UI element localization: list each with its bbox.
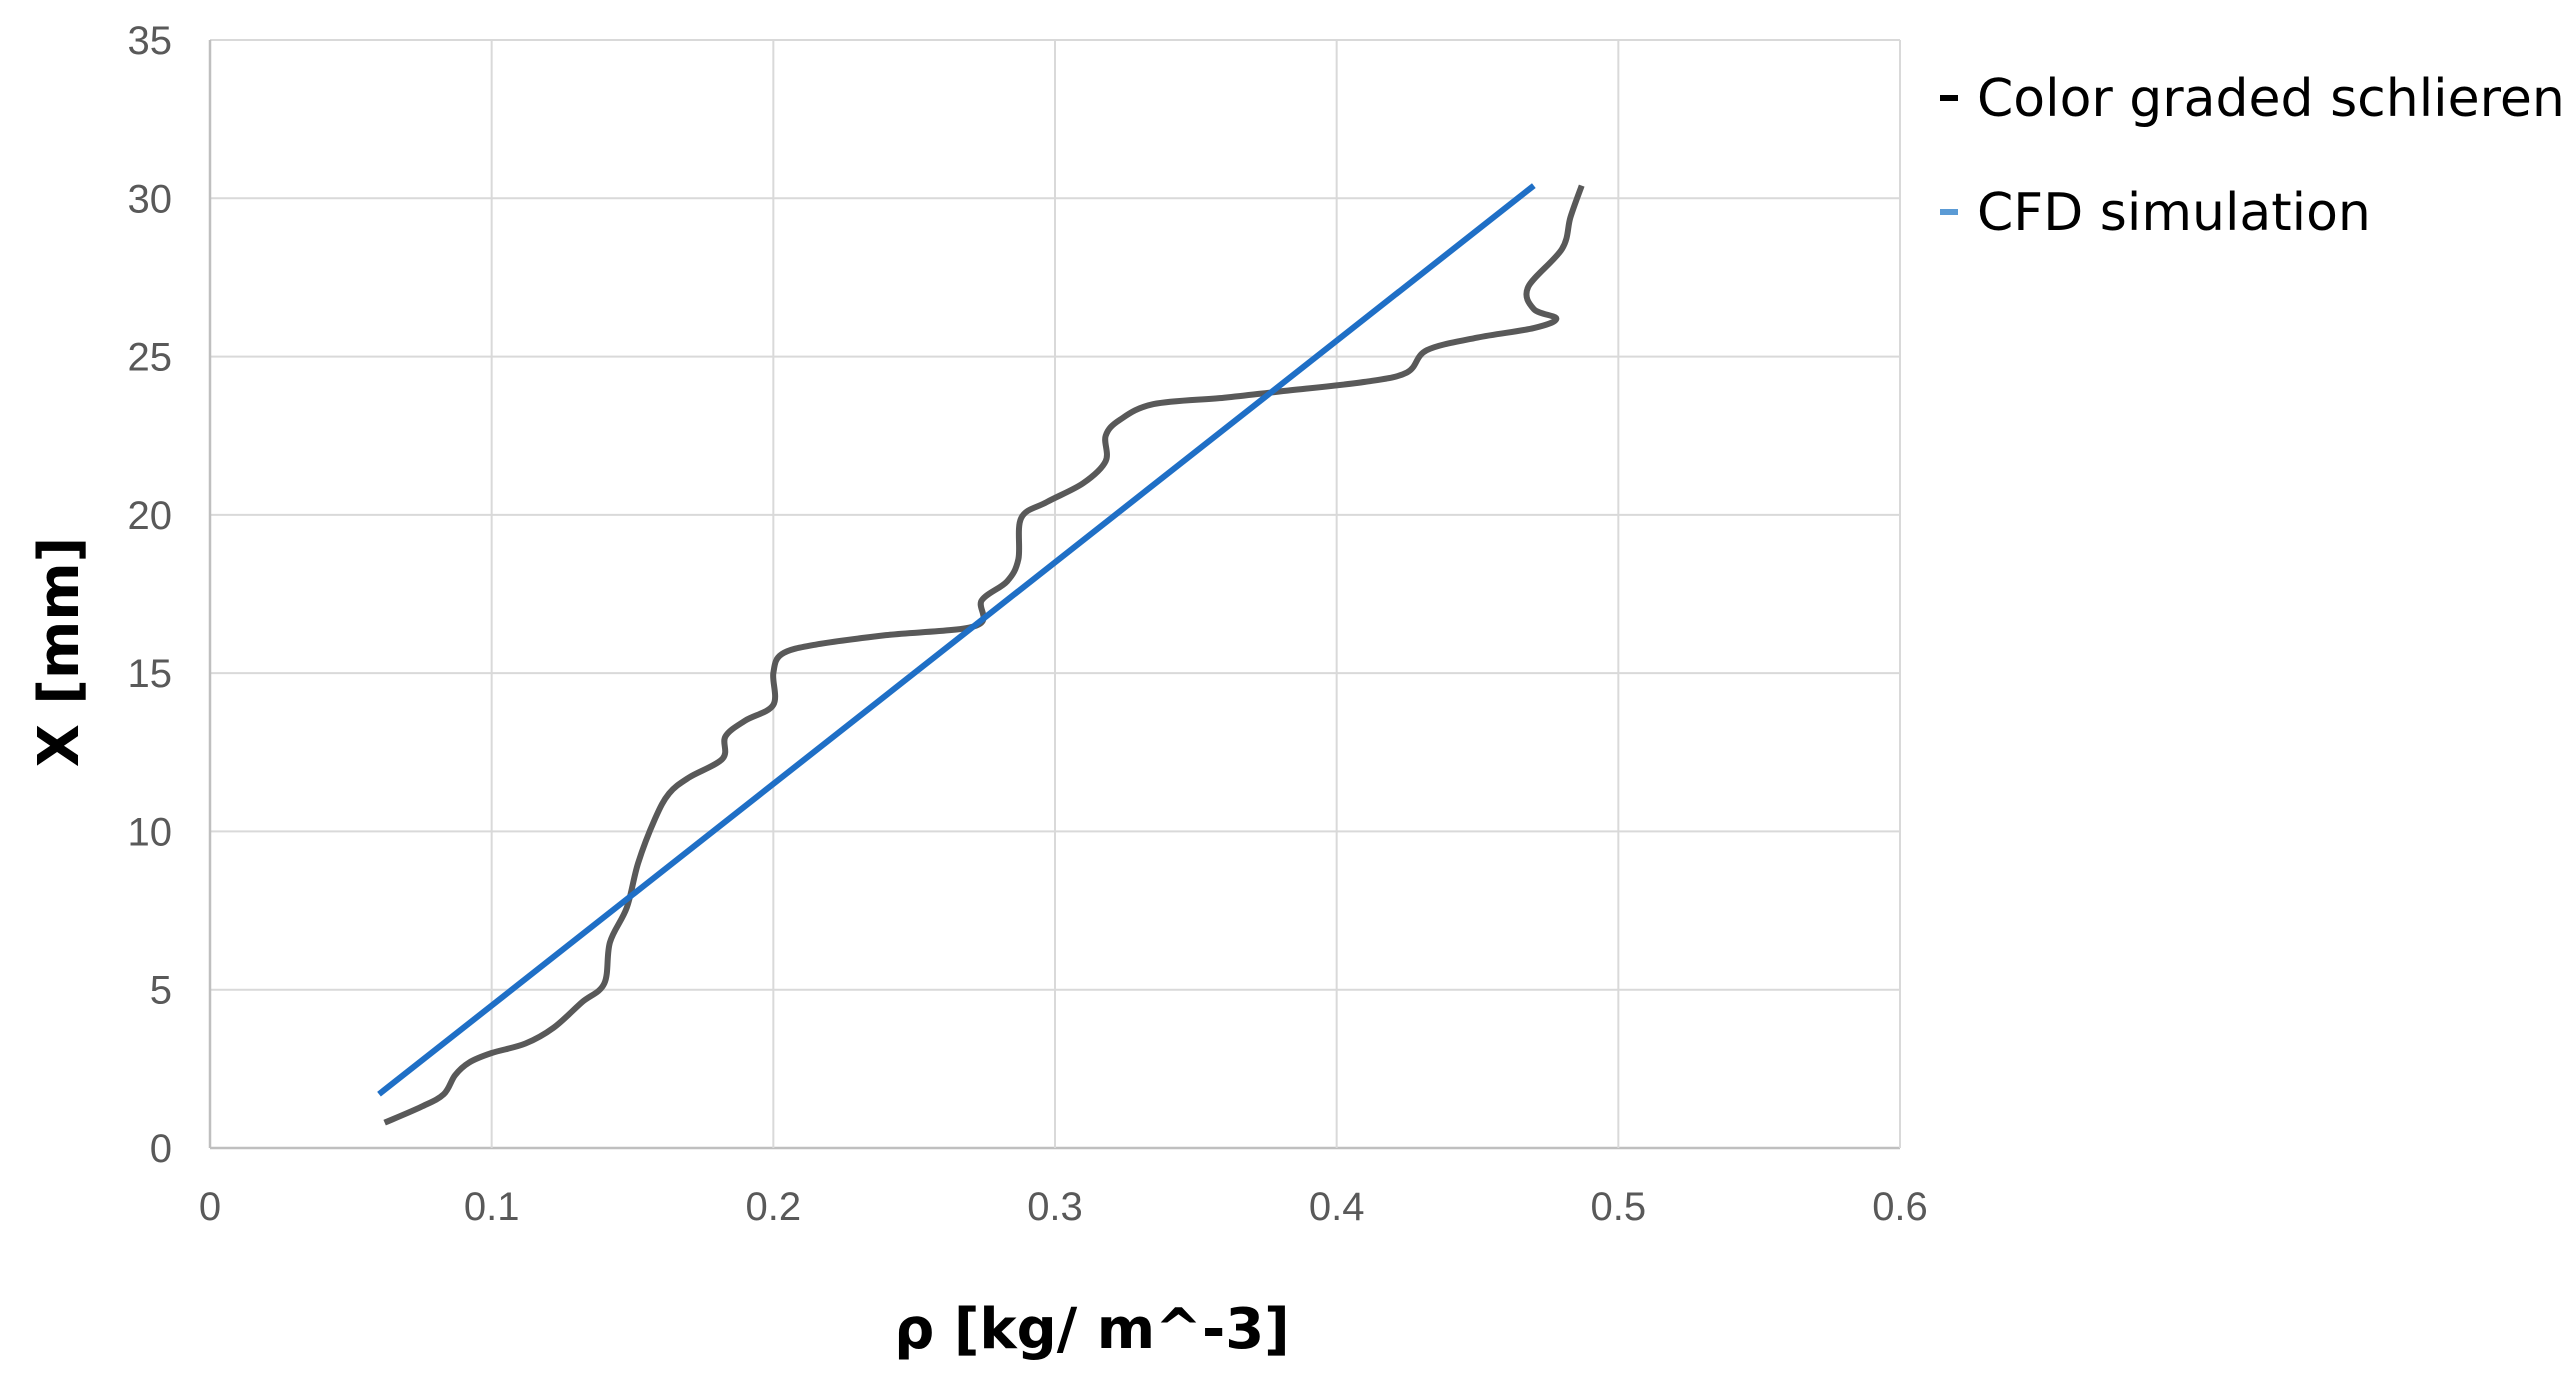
series-line-cfd <box>377 183 1536 1097</box>
x-axis-title: ρ [kg/ m^-3] <box>894 1297 1290 1362</box>
x-tick-label: 0.2 <box>746 1185 802 1229</box>
series-line-schlieren <box>383 184 1585 1126</box>
y-tick-label: 20 <box>128 494 173 538</box>
y-tick-label: 5 <box>150 969 172 1013</box>
y-tick-label: 0 <box>150 1127 172 1171</box>
y-axis-title: X [mm] <box>27 537 92 768</box>
y-tick-label: 15 <box>128 652 173 696</box>
y-tick-label: 25 <box>128 336 173 380</box>
x-tick-label: 0.6 <box>1872 1185 1928 1229</box>
legend: Color graded schlieren CFD simulation <box>1940 69 2565 243</box>
gridlines <box>208 39 1901 1150</box>
y-tick-label: 35 <box>128 19 173 63</box>
legend-label-cfd: CFD simulation <box>1977 183 2371 243</box>
x-tick-label: 0.4 <box>1309 1185 1365 1229</box>
tick-labels: 0 5 10 15 20 25 30 35 0 0.1 0.2 0.3 0.4 0.5 0.6 <box>128 19 1928 1229</box>
y-tick-label: 10 <box>128 810 173 854</box>
y-tick-label: 30 <box>128 177 173 221</box>
x-tick-label: 0.1 <box>464 1185 520 1229</box>
x-tick-label: 0.3 <box>1027 1185 1083 1229</box>
x-tick-label: 0.5 <box>1591 1185 1647 1229</box>
series-group <box>377 183 1585 1126</box>
legend-label-schlieren: Color graded schlieren <box>1977 69 2565 129</box>
x-tick-label: 0 <box>199 1185 221 1229</box>
